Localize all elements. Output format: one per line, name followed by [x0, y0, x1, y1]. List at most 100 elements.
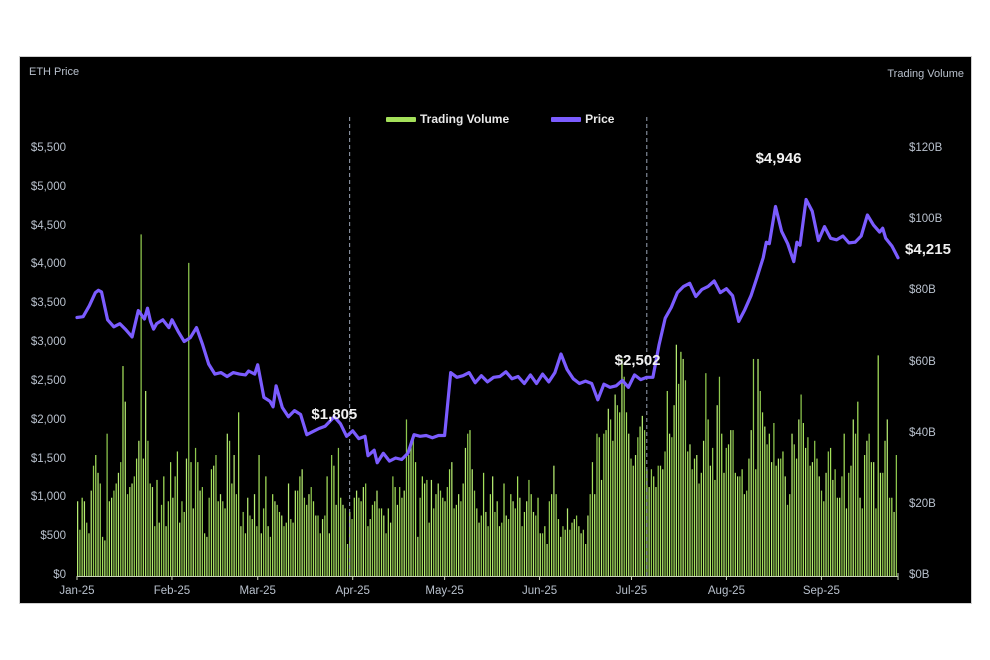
left-tick-label: $5,500 — [30, 142, 66, 154]
volume-bar — [392, 476, 394, 576]
volume-bar — [319, 533, 321, 576]
volume-bar — [235, 494, 238, 576]
volume-bar — [353, 497, 355, 576]
volume-bar — [732, 430, 734, 576]
volume-bar — [442, 497, 444, 576]
volume-bar — [882, 472, 884, 576]
volume-bar — [79, 529, 81, 576]
volume-bar — [371, 504, 374, 576]
right-tick-label: $80B — [909, 284, 936, 297]
volume-bar — [321, 519, 324, 576]
volume-bar — [358, 497, 360, 576]
volume-bar — [376, 490, 378, 576]
volume-bar — [863, 455, 866, 576]
volume-bar — [414, 462, 417, 576]
volume-bar — [208, 497, 210, 576]
volume-bar — [113, 490, 115, 576]
volume-bar — [405, 419, 408, 576]
volume-bar — [167, 501, 169, 576]
volume-bar — [854, 433, 857, 576]
volume-bar — [335, 504, 337, 576]
volume-bar — [829, 447, 832, 576]
volume-bar — [619, 412, 621, 576]
volume-bar — [725, 447, 727, 576]
volume-bar — [365, 483, 367, 576]
volume-bar — [174, 476, 176, 576]
volume-bar — [575, 515, 578, 576]
volume-bar — [412, 437, 414, 576]
volume-bar — [823, 501, 825, 576]
volume-bar — [523, 511, 526, 576]
volume-bar — [115, 483, 117, 576]
legend-item-price[interactable]: Price — [551, 112, 614, 126]
volume-bar — [700, 472, 702, 576]
volume-bar — [888, 497, 891, 576]
volume-bar — [643, 430, 646, 576]
volume-bar — [185, 458, 188, 576]
volume-bar — [768, 433, 770, 576]
legend-item-volume[interactable]: Trading Volume — [386, 112, 509, 126]
volume-bar — [734, 472, 736, 576]
right-tick-label: $20B — [909, 497, 936, 510]
volume-bar — [222, 501, 224, 576]
volume-bar — [258, 455, 260, 576]
volume-bar — [612, 440, 614, 576]
volume-bar — [299, 476, 301, 576]
volume-bar — [501, 522, 503, 577]
volume-bar — [879, 472, 882, 576]
volume-bar — [306, 504, 308, 576]
volume-bar — [802, 422, 804, 576]
volume-bar — [664, 451, 666, 576]
volume-bar — [448, 469, 451, 576]
volume-bar — [149, 483, 151, 576]
volume-bar — [276, 504, 278, 576]
volume-bar — [494, 511, 496, 576]
volume-bar — [154, 526, 156, 576]
volume-bar — [331, 455, 333, 576]
volume-bar — [857, 401, 859, 576]
volume-bar — [176, 451, 179, 576]
volume-bar — [190, 462, 192, 576]
volume-bar — [687, 451, 689, 576]
volume-bar — [587, 515, 589, 576]
legend: Trading Volume Price — [386, 112, 614, 126]
volume-bar — [95, 455, 97, 576]
volume-bar — [419, 497, 421, 576]
volume-bar — [281, 515, 283, 576]
left-tick-label: $4,000 — [30, 258, 66, 271]
left-tick-label: $2,000 — [30, 413, 66, 426]
volume-bar — [646, 469, 648, 576]
volume-bar — [761, 412, 764, 576]
volume-bar — [469, 430, 471, 576]
volume-bar — [514, 508, 516, 576]
volume-bar — [428, 522, 430, 577]
volume-bar — [805, 447, 807, 576]
volume-bar — [278, 511, 281, 576]
volume-bar — [242, 511, 244, 576]
volume-bar — [705, 373, 707, 576]
volume-bar — [399, 487, 401, 576]
volume-bar — [668, 433, 671, 576]
volume-bar — [219, 494, 222, 576]
volume-bar — [764, 426, 766, 576]
volume-bar — [204, 533, 206, 576]
volume-bar — [607, 408, 609, 576]
volume-bar — [231, 483, 233, 576]
volume-bar — [453, 508, 455, 576]
volume-bar — [401, 497, 403, 576]
volume-bar — [480, 515, 482, 576]
volume-bar — [632, 465, 634, 576]
volume-bar — [825, 472, 827, 576]
volume-bar — [458, 494, 460, 576]
volume-bar — [188, 262, 190, 576]
volume-bar — [476, 508, 478, 576]
volume-bar — [478, 522, 480, 577]
volume-bar — [410, 440, 412, 576]
x-tick-label: Jul-25 — [615, 585, 648, 597]
price-swatch-icon — [551, 116, 582, 122]
volume-bar — [712, 447, 714, 576]
volume-bar — [283, 526, 285, 576]
volume-bar — [199, 490, 201, 576]
volume-bar — [324, 515, 326, 576]
volume-bar — [389, 522, 392, 577]
